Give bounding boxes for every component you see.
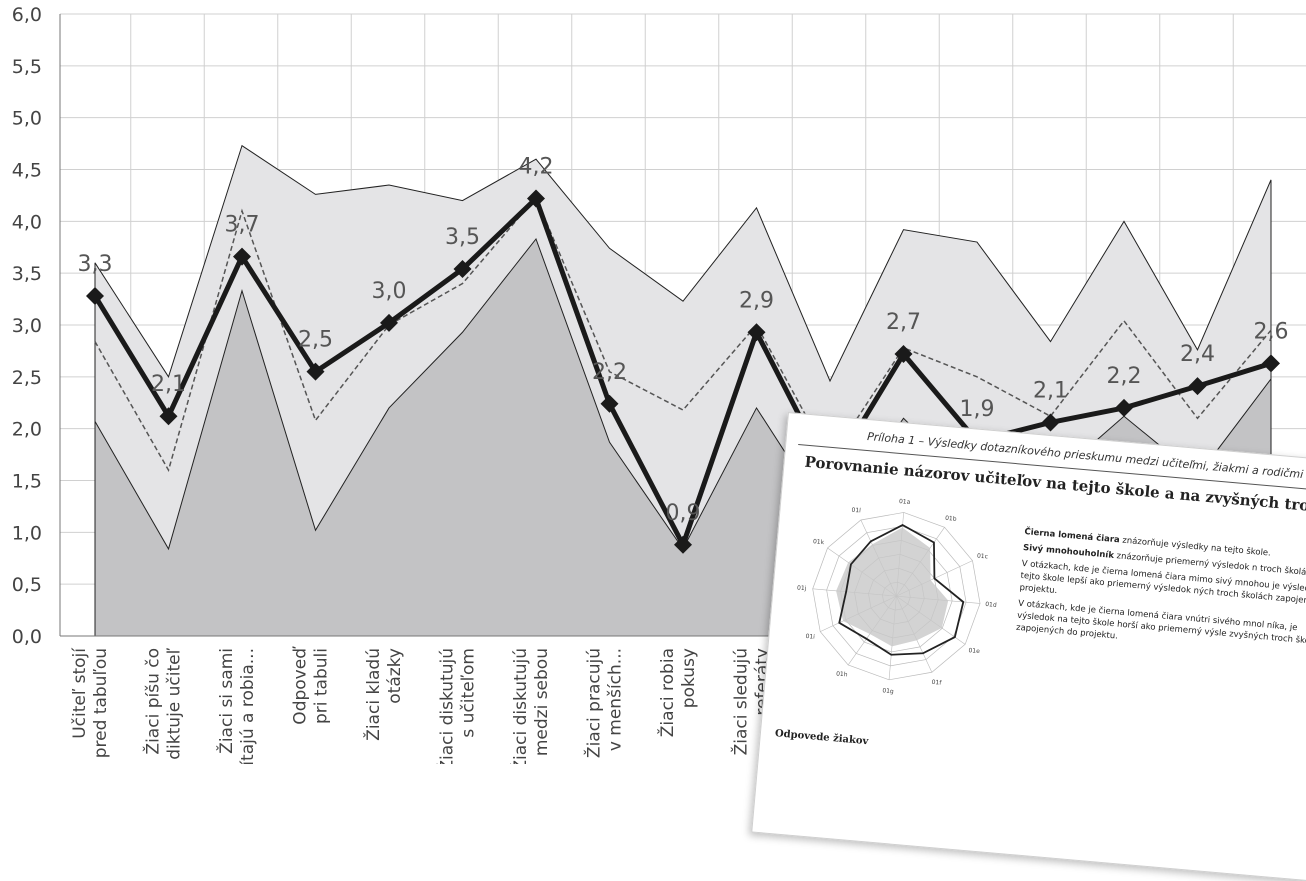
x-tick-label: Žiaci píšu čodiktuje učiteľ bbox=[142, 647, 185, 759]
x-tick-label: Žiaci pracujúv menších... bbox=[583, 648, 626, 758]
x-tick-line: Odpoveď bbox=[291, 646, 311, 725]
x-tick-line: pokusy bbox=[679, 648, 699, 708]
radar-axis-label: 01f bbox=[931, 679, 942, 687]
y-tick-label: 5,0 bbox=[12, 108, 42, 130]
data-label: 0,9 bbox=[666, 501, 701, 526]
x-tick-line: diktuje učiteľ bbox=[165, 647, 185, 759]
data-label: 1,9 bbox=[960, 397, 995, 422]
data-label: 2,4 bbox=[1180, 342, 1215, 367]
x-tick-line: s učiteľom bbox=[459, 648, 479, 738]
diamond-marker bbox=[159, 407, 178, 426]
x-tick-line: Žiaci píšu čo bbox=[142, 648, 164, 755]
document-footer: Odpovede žiakov bbox=[774, 728, 869, 748]
x-tick-line: Žiaci diskutujú bbox=[509, 648, 531, 764]
y-tick-label: 2,5 bbox=[12, 367, 42, 389]
x-tick-label: Žiaci kladúotázky bbox=[362, 648, 405, 741]
x-tick-line: čítajú a robia... bbox=[238, 648, 258, 764]
radar-chart: 01a 01b 01c 01d 01e 01f 01g 01h 01i 01j 01k 01l bbox=[797, 498, 997, 695]
diamond-marker bbox=[894, 345, 913, 364]
diamond-marker bbox=[1188, 377, 1207, 396]
radar-axis-label: 01e bbox=[968, 647, 980, 655]
series-lines bbox=[86, 189, 1280, 554]
y-tick-label: 0,5 bbox=[12, 574, 42, 596]
diamond-marker bbox=[306, 362, 325, 381]
overlay-document: Príloha 1 – Výsledky dotazníkového pries… bbox=[751, 412, 1306, 881]
x-tick-label: Učiteľ stojípred tabuľou bbox=[70, 647, 111, 759]
diamond-marker bbox=[233, 247, 251, 266]
radar-axis-label: 01l bbox=[851, 507, 861, 515]
x-tick-line: Žiaci si sami bbox=[215, 648, 237, 754]
radar-axis-label: 01i bbox=[805, 633, 815, 641]
data-label: 3,5 bbox=[445, 225, 480, 250]
y-axis-ticks: 0,0 0,5 1,0 1,5 2,0 2,5 3,0 3,5 4,0 4,5 5,0 5,5 6,0 bbox=[12, 4, 42, 648]
x-tick-line: v menších... bbox=[606, 648, 626, 751]
radar-axis-label: 01k bbox=[813, 538, 825, 546]
y-tick-label: 0,0 bbox=[12, 626, 42, 648]
y-tick-label: 6,0 bbox=[12, 4, 42, 26]
data-label: 3,0 bbox=[372, 279, 407, 304]
radar-axis-label: 01b bbox=[945, 515, 957, 523]
data-label: 2,9 bbox=[739, 288, 774, 313]
x-tick-line: Žiaci diskutujú bbox=[436, 648, 458, 764]
data-label: 4,2 bbox=[519, 155, 554, 180]
x-tick-line: pred tabuľou bbox=[91, 648, 111, 758]
document-legend-text: Čierna lomená čiara znázorňuje výsledky … bbox=[1015, 526, 1306, 665]
x-axis-ticks: Učiteľ stojípred tabuľou Žiaci píšu čodik… bbox=[70, 646, 773, 764]
data-label: 2,6 bbox=[1254, 319, 1289, 344]
y-tick-label: 1,0 bbox=[12, 522, 42, 544]
x-tick-line: Žiaci sledujú bbox=[730, 648, 752, 755]
x-tick-line: medzi sebou bbox=[532, 648, 552, 756]
data-labels: 3,32,13,72,53,03,54,22,20,92,91,62,71,92… bbox=[78, 155, 1289, 526]
x-tick-label: Žiaci si samičítajú a robia... bbox=[215, 648, 258, 764]
diamond-marker bbox=[747, 323, 766, 342]
y-tick-label: 3,5 bbox=[12, 263, 42, 285]
data-label: 2,5 bbox=[298, 328, 333, 353]
radar-axis-label: 01g bbox=[882, 687, 894, 695]
x-tick-line: pri tabuli bbox=[312, 648, 332, 724]
radar-axis-label: 01h bbox=[836, 670, 848, 678]
diamond-marker bbox=[1262, 354, 1280, 373]
y-tick-label: 4,0 bbox=[12, 211, 42, 233]
diamond-marker bbox=[86, 286, 104, 305]
radar-axis-label: 01d bbox=[985, 601, 997, 609]
diamond-marker bbox=[674, 535, 692, 554]
x-tick-label: Žiaci diskutujúmedzi sebou bbox=[509, 648, 552, 764]
data-label: 3,3 bbox=[78, 252, 113, 277]
y-tick-label: 2,0 bbox=[12, 419, 42, 441]
diamond-marker bbox=[1041, 413, 1060, 432]
diamond-marker bbox=[600, 394, 619, 413]
data-label: 2,1 bbox=[151, 372, 186, 397]
radar-axis-label: 01c bbox=[977, 553, 989, 561]
y-tick-label: 5,5 bbox=[12, 56, 42, 78]
radar-gray-polygon bbox=[836, 527, 949, 647]
band-upper-outline bbox=[94, 144, 1272, 383]
x-tick-label: Odpoveďpri tabuli bbox=[291, 646, 332, 725]
radar-axis-label: 01j bbox=[797, 584, 807, 592]
diamond-marker bbox=[1115, 398, 1133, 417]
diamond-marker bbox=[380, 313, 398, 332]
x-tick-line: Žiaci pracujú bbox=[583, 648, 605, 758]
radar-axis-label: 01a bbox=[899, 498, 911, 506]
diamond-marker bbox=[527, 189, 545, 208]
diamond-marker bbox=[453, 260, 472, 279]
y-tick-label: 1,5 bbox=[12, 471, 42, 493]
data-label: 3,7 bbox=[225, 213, 260, 238]
radar-black-line bbox=[838, 523, 965, 656]
data-label: 2,2 bbox=[592, 360, 627, 385]
x-tick-line: Učiteľ stojí bbox=[70, 647, 90, 739]
x-tick-line: Žiaci robia bbox=[656, 648, 678, 737]
y-tick-label: 4,5 bbox=[12, 160, 42, 182]
x-tick-label: Žiaci diskutujús učiteľom bbox=[436, 648, 479, 764]
y-tick-label: 3,0 bbox=[12, 315, 42, 337]
data-label: 2,7 bbox=[886, 310, 921, 335]
x-tick-label: Žiaci robiapokusy bbox=[656, 648, 699, 737]
x-tick-line: otázky bbox=[385, 648, 405, 704]
data-label: 2,2 bbox=[1107, 364, 1142, 389]
x-tick-line: Žiaci kladú bbox=[362, 648, 384, 741]
data-label: 2,1 bbox=[1033, 378, 1068, 403]
